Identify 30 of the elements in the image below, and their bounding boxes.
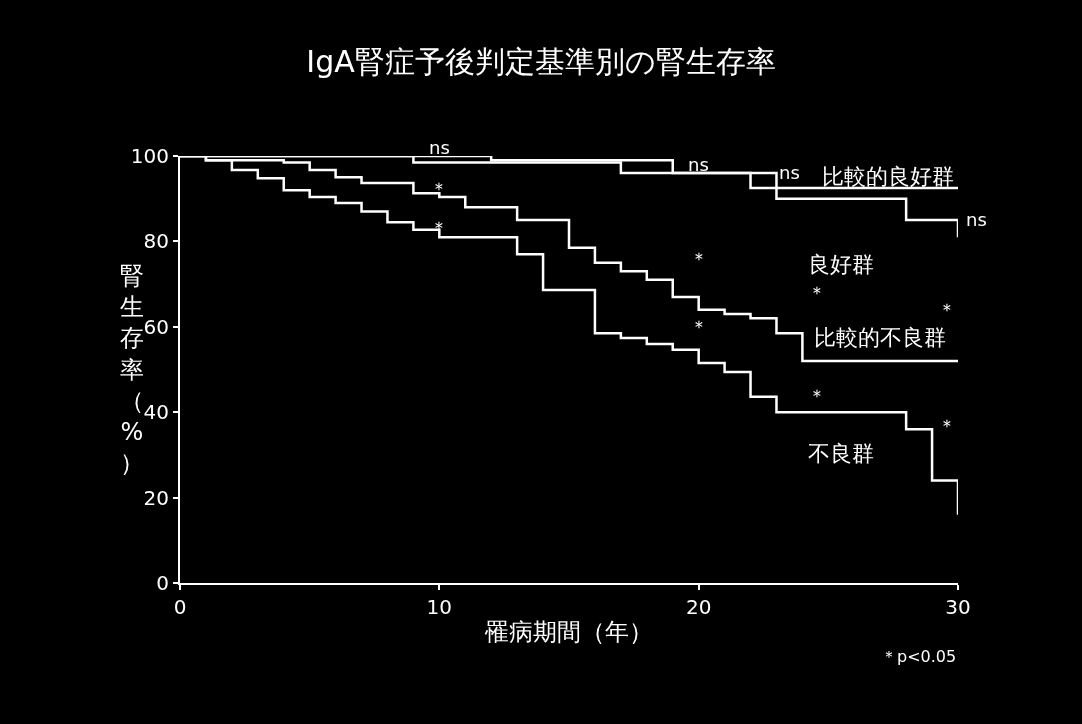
text: ns xyxy=(966,209,987,230)
y-tick-label: 0 xyxy=(156,571,169,595)
series-label: 比較的良好群 xyxy=(822,164,954,189)
annotation: ＊ xyxy=(690,248,708,269)
x-tick-label: 20 xyxy=(685,595,712,619)
annotation: ＊ xyxy=(938,415,956,436)
y-tick-label: 80 xyxy=(143,229,169,254)
y-axis-title: 腎生存率（%） xyxy=(120,262,144,478)
x-axis-title: 罹病期間（年） xyxy=(484,617,653,646)
annotation: ns xyxy=(779,162,800,183)
y-tick-label: 60 xyxy=(143,314,169,339)
chart-title: IgA腎症予後判定基準別の腎生存率 xyxy=(306,43,776,79)
annotation: ＊ xyxy=(430,217,448,238)
annotation: ＊ xyxy=(690,316,708,337)
text: 良好群 xyxy=(808,252,874,277)
y-tick-label: 20 xyxy=(143,485,169,510)
annotation: ＊ xyxy=(808,282,826,303)
y-tick-label: 40 xyxy=(143,400,169,425)
annotation: ＊ xyxy=(938,299,956,320)
x-tick-label: 0 xyxy=(173,595,187,619)
series-label: 比較的不良群 xyxy=(814,325,946,350)
series-label: 不良群 xyxy=(808,441,874,466)
annotation: ns xyxy=(688,154,709,175)
y-tick-label: 100 xyxy=(130,144,169,168)
x-tick-label: 30 xyxy=(945,595,971,619)
x-tick-label: 10 xyxy=(426,595,453,619)
annotation: ＊ xyxy=(430,178,448,199)
annotation: ns xyxy=(429,137,450,158)
annotation: ＊ xyxy=(808,385,826,406)
text: ＊p<0.05 xyxy=(881,647,957,666)
